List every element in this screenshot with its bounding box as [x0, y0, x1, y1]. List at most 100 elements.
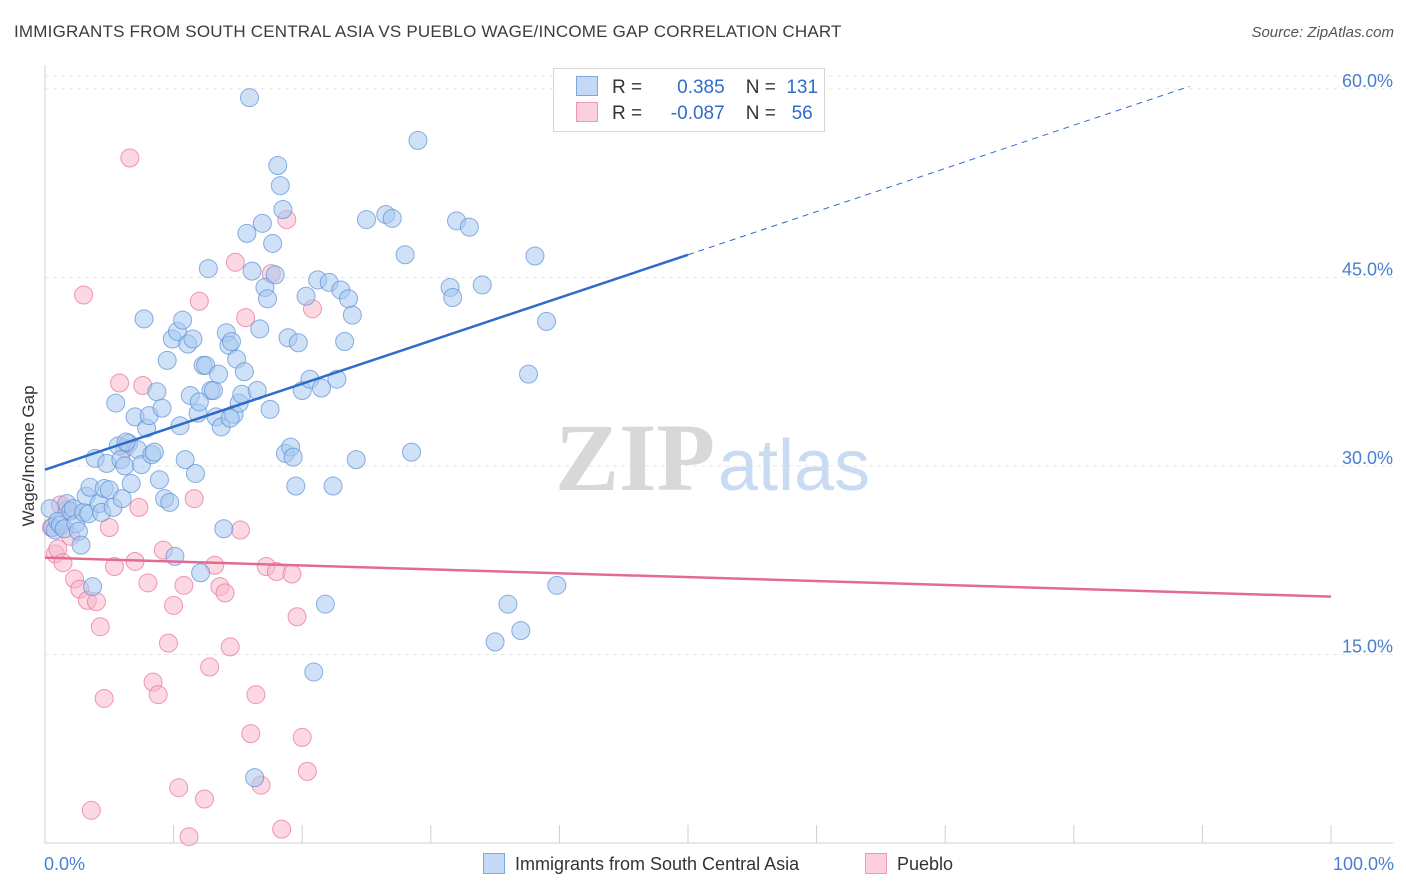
pueblo-point — [220, 637, 240, 657]
pueblo-point — [81, 800, 101, 820]
legend-n-label: N = — [745, 77, 776, 98]
asia-point — [485, 632, 505, 652]
asia-point — [83, 577, 103, 597]
legend-row-pueblo: R = -0.087 N = 56 — [576, 102, 823, 128]
legend-marker-asia — [483, 853, 505, 874]
legend-n-value: 131 — [786, 77, 819, 98]
y-tick-label: 45.0% — [1342, 259, 1393, 279]
chart-title: IMMIGRANTS FROM SOUTH CENTRAL ASIA VS PU… — [14, 22, 842, 41]
asia-point — [335, 331, 355, 351]
legend-label-pueblo: Pueblo — [897, 854, 954, 874]
asia-point — [498, 594, 518, 614]
asia-point — [121, 474, 141, 494]
pueblo-point — [120, 148, 140, 168]
asia-point — [183, 329, 203, 349]
y-tick-label: 30.0% — [1342, 448, 1393, 468]
asia-point — [185, 463, 205, 483]
legend-item-pueblo[interactable]: Pueblo — [865, 853, 953, 875]
asia-point — [71, 535, 91, 555]
legend-swatch-asia — [576, 76, 598, 96]
asia-point — [220, 408, 240, 428]
pueblo-point — [215, 583, 235, 603]
asia-point — [338, 289, 358, 309]
asia-point — [273, 200, 293, 220]
asia-point — [268, 156, 288, 176]
asia-point — [115, 456, 135, 476]
pueblo-point — [246, 685, 266, 705]
asia-point — [311, 378, 331, 398]
legend-n-value: 56 — [791, 103, 813, 124]
asia-point — [242, 261, 262, 281]
pueblo-point — [158, 633, 178, 653]
pueblo-point — [297, 761, 317, 781]
asia-point — [296, 286, 316, 306]
pueblo-point — [230, 520, 250, 540]
pueblo-point — [282, 564, 302, 584]
asia-point — [214, 519, 234, 539]
pueblo-point — [287, 607, 307, 627]
asia-point — [525, 246, 545, 266]
watermark-atlas: atlas — [718, 426, 870, 506]
pueblo-point — [164, 595, 184, 615]
pueblo-point — [99, 518, 119, 538]
pueblo-point — [179, 827, 199, 847]
pueblo-point — [148, 685, 168, 705]
asia-point — [547, 575, 567, 595]
pueblo-point — [138, 573, 158, 593]
asia-point — [239, 88, 259, 108]
legend-item-asia[interactable]: Immigrants from South Central Asia — [483, 853, 799, 875]
y-tick-label: 15.0% — [1342, 636, 1393, 656]
legend-marker-pueblo — [865, 853, 887, 874]
asia-point — [147, 382, 167, 402]
trend-line-asia — [44, 253, 689, 471]
legend-swatch-pueblo — [576, 102, 598, 122]
watermark-zip: ZIP — [555, 404, 715, 511]
pueblo-point — [94, 688, 114, 708]
x-tick-label: 100.0% — [1333, 854, 1394, 874]
asia-point — [189, 392, 209, 412]
asia-point — [112, 489, 132, 509]
x-tick-label: 0.0% — [44, 854, 85, 874]
asia-point — [459, 217, 479, 237]
pueblo-point — [174, 575, 194, 595]
axes — [44, 65, 1393, 844]
asia-point — [263, 233, 283, 253]
asia-point — [346, 450, 366, 470]
series-legend: Immigrants from South Central Asia Puebl… — [0, 853, 1406, 877]
watermark: ZIP atlas — [555, 404, 870, 511]
asia-point — [134, 309, 154, 329]
legend-r-label: R = — [612, 103, 643, 124]
legend-r-label: R = — [612, 77, 643, 98]
pueblo-point — [272, 819, 292, 839]
asia-point — [221, 331, 241, 351]
asia-point — [173, 310, 193, 330]
asia-point — [237, 223, 257, 243]
trend-line-asia-extension — [687, 85, 1190, 256]
asia-point — [288, 333, 308, 353]
asia-point — [175, 450, 195, 470]
legend-r-value: 0.385 — [677, 77, 725, 98]
asia-point — [270, 176, 290, 196]
series-asia-points — [40, 88, 567, 788]
pueblo-point — [169, 778, 189, 798]
asia-point — [408, 130, 428, 150]
asia-point — [511, 621, 531, 641]
pueblo-point — [225, 252, 245, 272]
legend-label-asia: Immigrants from South Central Asia — [515, 854, 800, 874]
asia-point — [315, 594, 335, 614]
asia-point — [443, 288, 463, 308]
asia-point — [234, 362, 254, 382]
pueblo-point — [104, 556, 124, 576]
pueblo-point — [129, 497, 149, 517]
pueblo-point — [241, 724, 261, 744]
asia-point — [252, 213, 272, 233]
asia-point — [286, 476, 306, 496]
asia-point — [537, 311, 557, 331]
pueblo-point — [90, 617, 110, 637]
pueblo-point — [292, 727, 312, 747]
y-tick-labels: 15.0% 30.0% 45.0% 60.0% — [1342, 71, 1393, 657]
asia-point — [304, 662, 324, 682]
asia-point — [357, 210, 376, 230]
pueblo-point — [110, 373, 130, 393]
